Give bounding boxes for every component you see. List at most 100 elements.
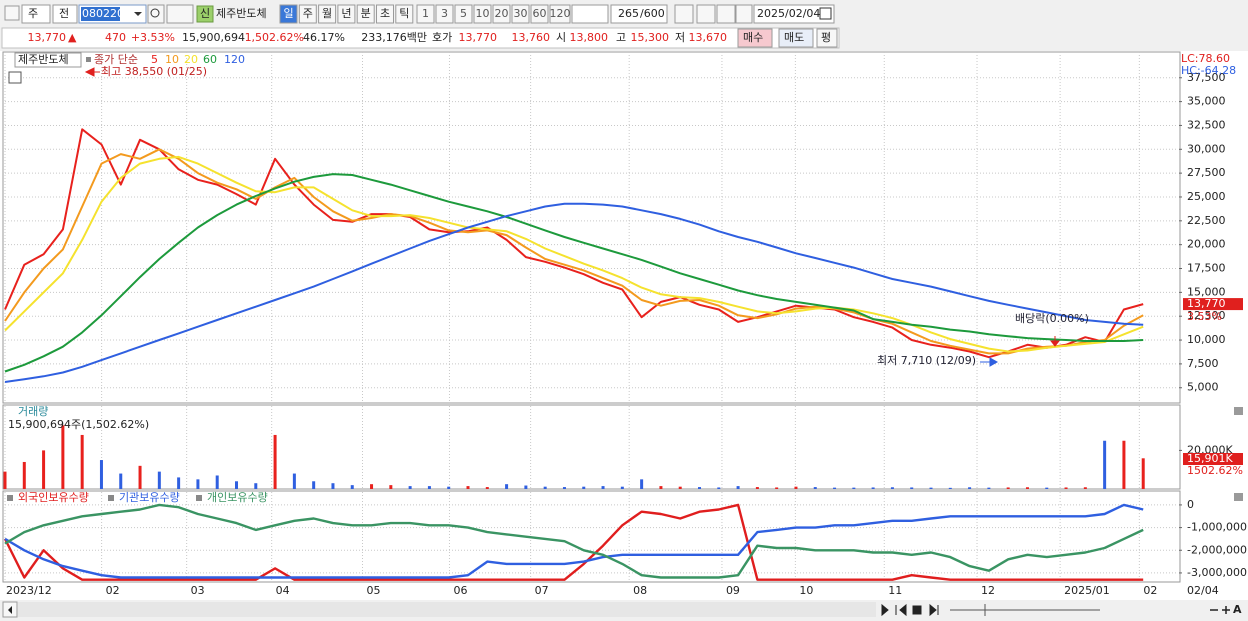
y-tick-label: 15,000 [1187, 285, 1226, 298]
interval-button[interactable] [492, 4, 511, 24]
x-tick-label: 10 [799, 584, 813, 597]
change-mark: ▲ [68, 31, 77, 44]
period[interactable]: 주 [303, 7, 313, 20]
low-note: 최저 7,710 (12/09) [877, 354, 976, 367]
volume-bar [582, 486, 586, 489]
volume-bar [22, 461, 26, 489]
interval-button[interactable] [473, 4, 492, 24]
volume-bar [640, 479, 644, 489]
calendar-icon[interactable] [819, 7, 832, 20]
interval[interactable]: 60 [533, 7, 547, 20]
interval[interactable]: 10 [476, 7, 490, 20]
period[interactable]: 일 [283, 6, 293, 20]
tool-icon[interactable] [696, 4, 716, 24]
interval[interactable]: 20 [495, 7, 509, 20]
y-tick-label: 0 [1187, 498, 1194, 511]
period[interactable]: 초 [380, 7, 390, 20]
avg-button[interactable] [816, 28, 838, 48]
period[interactable]: 분 [361, 7, 371, 20]
period-button[interactable] [279, 4, 298, 24]
badge [196, 5, 214, 23]
legend-title-box [14, 52, 82, 68]
volume-bar [1122, 440, 1126, 489]
count-input[interactable] [610, 4, 668, 24]
x-tick-label: 09 [726, 584, 740, 597]
volume-bar [1025, 487, 1029, 489]
badge-text: 신 [200, 7, 210, 20]
table-icon[interactable] [8, 71, 22, 84]
volume-bar [80, 434, 84, 489]
interval-button[interactable] [511, 4, 530, 24]
y-tick-label: 5,000 [1187, 381, 1219, 394]
avg[interactable]: 평 [821, 31, 831, 44]
period-button[interactable] [395, 4, 414, 24]
buy[interactable]: 매수 [743, 31, 763, 44]
series-line [4, 202, 1144, 383]
mode-combo[interactable] [52, 4, 78, 24]
interval[interactable]: 120 [550, 7, 571, 20]
scroll-track[interactable] [18, 602, 876, 617]
panel-close[interactable] [1234, 493, 1243, 501]
period[interactable]: 틱 [399, 7, 409, 20]
legend-label: 종가 단순 [94, 53, 138, 66]
volume-bar [99, 460, 103, 489]
sound-button[interactable] [166, 4, 194, 24]
arrow [8, 606, 12, 614]
period-button[interactable] [337, 4, 356, 24]
period-button[interactable] [376, 4, 394, 24]
last-price-box [1183, 298, 1243, 311]
buy-button[interactable] [737, 28, 773, 48]
volume-bar [254, 483, 258, 489]
dividend-arrow [1049, 336, 1061, 347]
interval[interactable]: 5 [460, 7, 467, 20]
volume-bar [312, 481, 316, 489]
volume-bar [910, 487, 914, 489]
volume-bar [1141, 458, 1145, 489]
legend-entry: 20 [184, 53, 198, 66]
interval[interactable]: 1 [422, 7, 429, 20]
series-line [4, 148, 1144, 355]
period-button[interactable] [298, 4, 317, 24]
period-button[interactable] [318, 4, 337, 24]
interval[interactable]: 3 [441, 7, 448, 20]
settings-icon[interactable] [735, 4, 753, 24]
volume-pct: 1,502.62% [245, 31, 304, 44]
zoom-slider[interactable] [950, 604, 1100, 616]
sell-button[interactable] [778, 28, 814, 48]
blank-combo[interactable] [571, 4, 609, 24]
high-label: 고 [616, 31, 626, 44]
playback-controls[interactable] [881, 603, 939, 617]
save-icon[interactable] [716, 4, 736, 24]
volume-bar [987, 487, 991, 489]
tool-icon[interactable] [674, 4, 694, 24]
volume-bar [42, 450, 46, 489]
interval[interactable]: 30 [514, 7, 528, 20]
interval-button[interactable] [435, 4, 454, 24]
y-tick-label: 20,000 [1187, 238, 1226, 251]
period[interactable]: 월 [322, 7, 332, 20]
zoom-buttons[interactable] [1210, 606, 1230, 614]
interval-button[interactable] [454, 4, 473, 24]
date-input[interactable] [753, 4, 835, 24]
high-note: 최고 38,550 (01/25) [101, 65, 207, 78]
period-combo[interactable] [21, 4, 51, 24]
fit-button[interactable]: A [1233, 603, 1242, 616]
low-arrow [980, 357, 999, 367]
mode: 전 [59, 7, 69, 20]
volume-bar [61, 425, 65, 489]
dropdown-arrow[interactable] [134, 12, 142, 16]
ask: 13,770 [459, 31, 498, 44]
menu-icon[interactable] [4, 5, 20, 21]
period-button[interactable] [356, 4, 375, 24]
sell[interactable]: 매도 [784, 31, 804, 44]
interval-button[interactable] [530, 4, 549, 24]
x-tick-label: 02 [106, 584, 120, 597]
max-count: /600 [640, 7, 665, 20]
panel-close[interactable] [1234, 407, 1243, 415]
interval-button[interactable] [416, 4, 435, 24]
y-tick-label: -3,000,000 [1187, 566, 1247, 579]
last-price-label: 13,770 [1187, 297, 1226, 310]
search-button[interactable] [147, 4, 165, 24]
period[interactable]: 년 [341, 7, 351, 20]
interval-button[interactable] [549, 4, 571, 24]
